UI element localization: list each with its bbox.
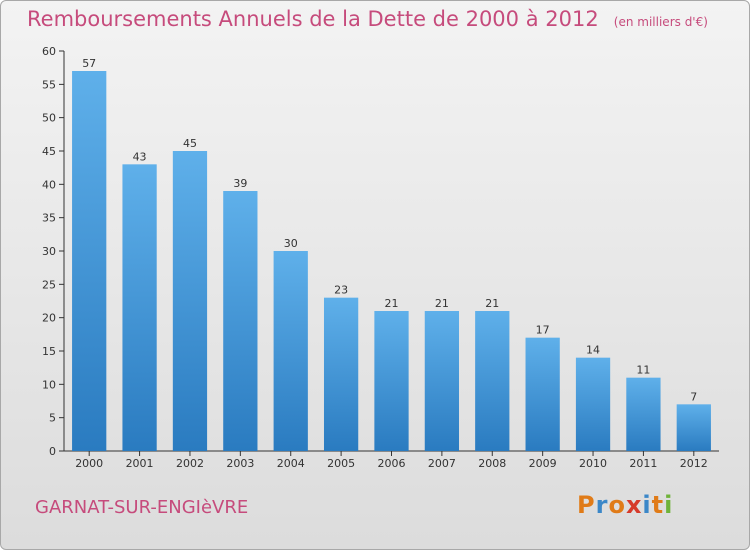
x-tick-label: 2000: [75, 457, 103, 470]
y-tick-label: 10: [42, 378, 56, 391]
logo-letter: t: [651, 491, 665, 519]
logo-letter: o: [608, 491, 626, 519]
bar-2004: [273, 251, 308, 451]
bar-2011: [626, 377, 661, 451]
commune-name: GARNAT-SUR-ENGIèVRE: [35, 497, 249, 518]
x-tick-label: 2010: [579, 457, 607, 470]
y-tick-label: 5: [49, 412, 56, 425]
proxiti-logo: Proxiti: [577, 491, 673, 519]
bar-2010: [575, 357, 611, 451]
x-tick-label: 2004: [277, 457, 305, 470]
x-tick-label: 2005: [327, 457, 355, 470]
bar-2008: [475, 311, 510, 451]
x-tick-label: 2003: [226, 457, 254, 470]
bar-2003: [223, 191, 258, 451]
bar-2006: [374, 311, 409, 451]
y-tick-label: 60: [42, 45, 56, 58]
bar-value-label: 21: [485, 297, 499, 310]
chart-title-row: Remboursements Annuels de la Dette de 20…: [27, 7, 708, 31]
bar-2007: [424, 311, 460, 451]
chart-subtitle: (en milliers d'€): [613, 15, 708, 29]
x-tick-label: 2012: [680, 457, 708, 470]
y-tick-label: 0: [49, 445, 56, 458]
bar-value-label: 30: [284, 237, 298, 250]
x-tick-label: 2008: [478, 457, 506, 470]
y-tick-label: 50: [42, 112, 56, 125]
x-tick-label: 2009: [529, 457, 557, 470]
x-tick-label: 2011: [629, 457, 657, 470]
y-tick-label: 20: [42, 312, 56, 325]
logo-letter: x: [625, 491, 643, 519]
bar-value-label: 39: [233, 177, 247, 190]
bar-2012: [676, 404, 711, 451]
logo-letter: i: [642, 491, 652, 519]
bar-2009: [525, 337, 560, 451]
logo-letter: r: [595, 491, 609, 519]
bar-2002: [172, 151, 208, 451]
chart-title: Remboursements Annuels de la Dette de 20…: [27, 7, 599, 31]
bar-value-label: 23: [334, 284, 348, 297]
bar-2001: [122, 164, 157, 452]
x-tick-label: 2002: [176, 457, 204, 470]
bar-value-label: 21: [385, 297, 399, 310]
bar-value-label: 43: [133, 150, 147, 163]
x-tick-label: 2007: [428, 457, 456, 470]
bar-value-label: 11: [636, 364, 650, 377]
x-tick-label: 2006: [378, 457, 406, 470]
x-tick-label: 2001: [126, 457, 154, 470]
logo-letter: i: [664, 491, 674, 519]
bar-value-label: 14: [586, 344, 600, 357]
bar-value-label: 7: [690, 390, 697, 403]
y-tick-label: 25: [42, 278, 56, 291]
bar-value-label: 45: [183, 137, 197, 150]
bar-value-label: 17: [536, 324, 550, 337]
bar-value-label: 21: [435, 297, 449, 310]
y-tick-label: 15: [42, 345, 56, 358]
y-tick-label: 35: [42, 212, 56, 225]
y-tick-label: 45: [42, 145, 56, 158]
y-tick-label: 55: [42, 78, 56, 91]
logo-letter: P: [577, 491, 596, 519]
y-tick-label: 40: [42, 178, 56, 191]
bar-2005: [323, 297, 359, 451]
y-tick-label: 30: [42, 245, 56, 258]
bar-2000: [72, 71, 107, 451]
bar-value-label: 57: [82, 57, 96, 70]
